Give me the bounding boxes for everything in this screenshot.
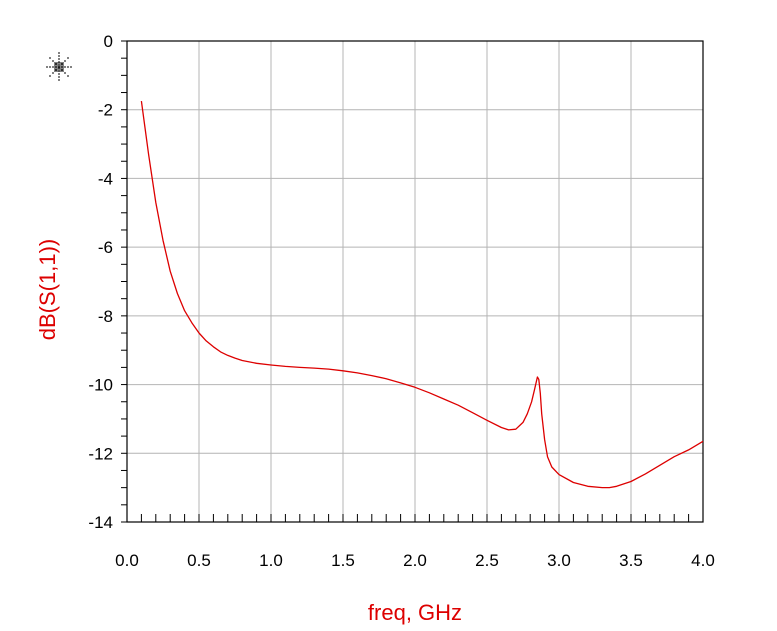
s11-series-line <box>140 101 704 489</box>
marker-dot <box>58 68 60 70</box>
marker-dot <box>58 70 60 72</box>
series-layer <box>140 101 704 489</box>
marker-dot <box>49 66 51 68</box>
x-tick-label: 3.5 <box>619 551 643 570</box>
marker-dot <box>58 62 60 64</box>
marker-dot <box>56 70 58 72</box>
y-tick-labels: 0 -2 -4 -6 -8 -10 -12 -14 <box>88 32 113 532</box>
y-tick-label: -14 <box>88 513 113 532</box>
marker-dot <box>58 73 60 75</box>
marker-dot <box>54 64 56 66</box>
marker-dot <box>62 66 64 68</box>
marker-dot <box>54 62 56 64</box>
marker-dot <box>58 64 60 66</box>
marker-dot <box>58 76 60 78</box>
y-tick-label: -8 <box>98 307 113 326</box>
marker-dot <box>70 66 72 68</box>
marker-dot <box>62 68 64 70</box>
marker-dot <box>54 70 56 72</box>
marker-icon[interactable] <box>46 52 72 81</box>
marker-dot <box>67 57 69 59</box>
marker-dot <box>54 66 56 68</box>
marker-dot <box>52 66 54 68</box>
marker-dot <box>67 75 69 77</box>
marker-dot <box>60 68 62 70</box>
marker-dot <box>52 60 54 62</box>
y-tick-label: 0 <box>104 32 113 51</box>
marker-dot <box>58 79 60 81</box>
marker-dot <box>64 66 66 68</box>
x-tick-label: 0.0 <box>115 551 139 570</box>
marker-dot <box>56 64 58 66</box>
x-tick-label: 1.0 <box>259 551 283 570</box>
marker-dot <box>62 70 64 72</box>
marker-dot <box>62 62 64 64</box>
marker-dot <box>62 64 64 66</box>
marker-dot <box>61 69 63 71</box>
marker-dot <box>60 66 62 68</box>
x-tick-label: 4.0 <box>691 551 715 570</box>
marker-dot <box>55 69 57 71</box>
marker-dot <box>60 62 62 64</box>
y-tick-label: -6 <box>98 238 113 257</box>
marker-dot <box>46 66 48 68</box>
x-tick-label: 3.0 <box>547 551 571 570</box>
y-tick-label: -10 <box>88 376 113 395</box>
marker-dot <box>56 62 58 64</box>
grid-lines <box>127 41 703 522</box>
marker-dot <box>52 72 54 74</box>
marker-dot <box>54 68 56 70</box>
y-tick-label: -4 <box>98 169 113 188</box>
y-axis-label: dB(S(1,1)) <box>35 239 60 340</box>
marker-dot <box>58 66 60 68</box>
y-tick-label: -12 <box>88 444 113 463</box>
marker-dot <box>58 52 60 54</box>
marker-dot <box>60 70 62 72</box>
marker-dot <box>58 58 60 60</box>
marker-dot <box>67 66 69 68</box>
y-tick-label: -2 <box>98 101 113 120</box>
marker-dot <box>61 63 63 65</box>
x-tick-label: 2.5 <box>475 551 499 570</box>
x-tick-label: 0.5 <box>187 551 211 570</box>
plot-frame <box>126 40 704 523</box>
marker-dot <box>55 63 57 65</box>
marker-dot <box>49 57 51 59</box>
marker-dot <box>49 75 51 77</box>
x-axis-label: freq, GHz <box>368 600 462 625</box>
marker-dot <box>56 68 58 70</box>
marker-dot <box>58 61 60 63</box>
marker-dot <box>55 66 57 68</box>
marker-dot <box>60 64 62 66</box>
minor-ticks <box>121 40 704 523</box>
marker-dot <box>58 67 60 69</box>
marker-dot <box>61 66 63 68</box>
marker-dot <box>58 55 60 57</box>
marker-dot <box>56 66 58 68</box>
x-tick-label: 2.0 <box>403 551 427 570</box>
x-tick-labels: 0.0 0.5 1.0 1.5 2.0 2.5 3.0 3.5 4.0 <box>115 551 715 570</box>
x-tick-label: 1.5 <box>331 551 355 570</box>
marker-dot <box>64 72 66 74</box>
marker-dot <box>64 60 66 62</box>
